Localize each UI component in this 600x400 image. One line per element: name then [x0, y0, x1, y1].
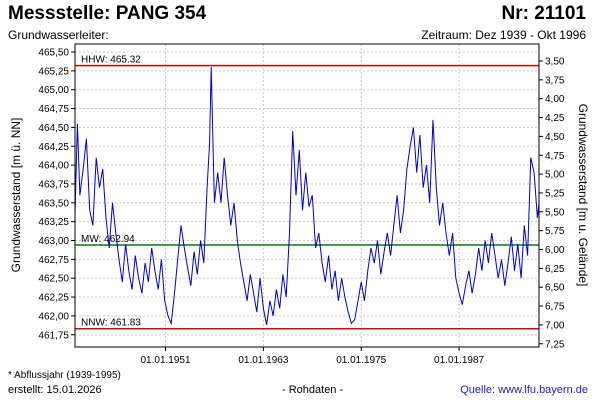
hhw-label: HHW: 465.32: [81, 55, 141, 66]
y2-tick-label: 7,00: [545, 320, 565, 331]
y2-tick-label: 5,50: [545, 207, 565, 218]
grid-layer: [75, 44, 539, 347]
y2-axis-title: Grundwasserstand [m u. Gelände]: [576, 104, 590, 287]
y-axis-left: 465,50 465,25 465,00 464,75 464,50 464,25 464,…: [38, 48, 75, 341]
y-tick-label: 465,50: [38, 48, 69, 59]
series-layer: [74, 67, 540, 326]
y-tick-label: 464,75: [38, 104, 69, 115]
x-axis: 01.01.1951 01.01.1963 01.01.1975 01.01.1987: [140, 347, 485, 366]
y-tick-label: 462,25: [38, 293, 69, 304]
y2-tick-label: 7,25: [545, 339, 565, 350]
y-axis-title: Grundwasserstand [m ü. NN]: [9, 118, 23, 273]
y2-tick-label: 4,75: [545, 151, 565, 162]
y2-tick-label: 3,50: [545, 57, 565, 68]
y-tick-label: 462,75: [38, 255, 69, 266]
y-tick-label: 464,25: [38, 142, 69, 153]
nnw-label: NNW: 461.83: [81, 318, 141, 329]
plot-frame: [74, 43, 540, 348]
y-tick-label: 464,00: [38, 161, 69, 172]
created-label: erstellt:: [8, 384, 44, 396]
y2-tick-label: 6,50: [545, 283, 565, 294]
x-tick-label: 01.01.1987: [434, 355, 484, 366]
y-tick-label: 463,00: [38, 236, 69, 247]
source-link[interactable]: Quelle: www.lfu.bayern.de: [460, 384, 588, 396]
y2-tick-label: 4,00: [545, 94, 565, 105]
aquifer-label: Grundwasserleiter:: [8, 28, 109, 42]
x-tick-label: 01.01.1963: [238, 355, 288, 366]
y2-tick-label: 5,25: [545, 188, 565, 199]
y2-tick-label: 6,25: [545, 264, 565, 275]
y2-tick-label: 6,75: [545, 302, 565, 313]
x-tick-label: 01.01.1975: [336, 355, 386, 366]
y-tick-label: 464,50: [38, 123, 69, 134]
raw-data-label: - Rohdaten -: [282, 384, 344, 396]
x-tick-label: 01.01.1951: [140, 355, 190, 366]
station-title: Messstelle: PANG 354: [8, 3, 207, 24]
y-tick-label: 462,50: [38, 274, 69, 285]
y-tick-label: 465,25: [38, 66, 69, 77]
footnote: * Abflussjahr (1939-1995): [8, 370, 121, 381]
y2-tick-label: 4,50: [545, 132, 565, 143]
y-tick-label: 463,50: [38, 198, 69, 209]
y2-tick-label: 5,00: [545, 170, 565, 181]
y2-tick-label: 6,00: [545, 245, 565, 256]
y-axis-right: 3,50 3,75 4,00 4,25 4,50 4,75 5,00 5,25 5,50 5,75…: [539, 57, 565, 350]
groundwater-level-series: [74, 67, 540, 326]
created-date: 15.01.2026: [46, 384, 102, 396]
y-tick-label: 463,75: [38, 179, 69, 190]
y-tick-label: 462,00: [38, 311, 69, 322]
y2-tick-label: 4,25: [545, 113, 565, 124]
period-label: Zeitraum: Dez 1939 - Okt 1996: [421, 28, 586, 42]
station-number: Nr: 21101: [501, 3, 586, 24]
y2-tick-label: 3,75: [545, 75, 565, 86]
y2-tick-label: 5,75: [545, 226, 565, 237]
y-tick-label: 461,75: [38, 330, 69, 341]
y-tick-label: 463,25: [38, 217, 69, 228]
created-line: erstellt: 15.01.2026: [8, 384, 102, 396]
y-tick-label: 465,00: [38, 85, 69, 96]
